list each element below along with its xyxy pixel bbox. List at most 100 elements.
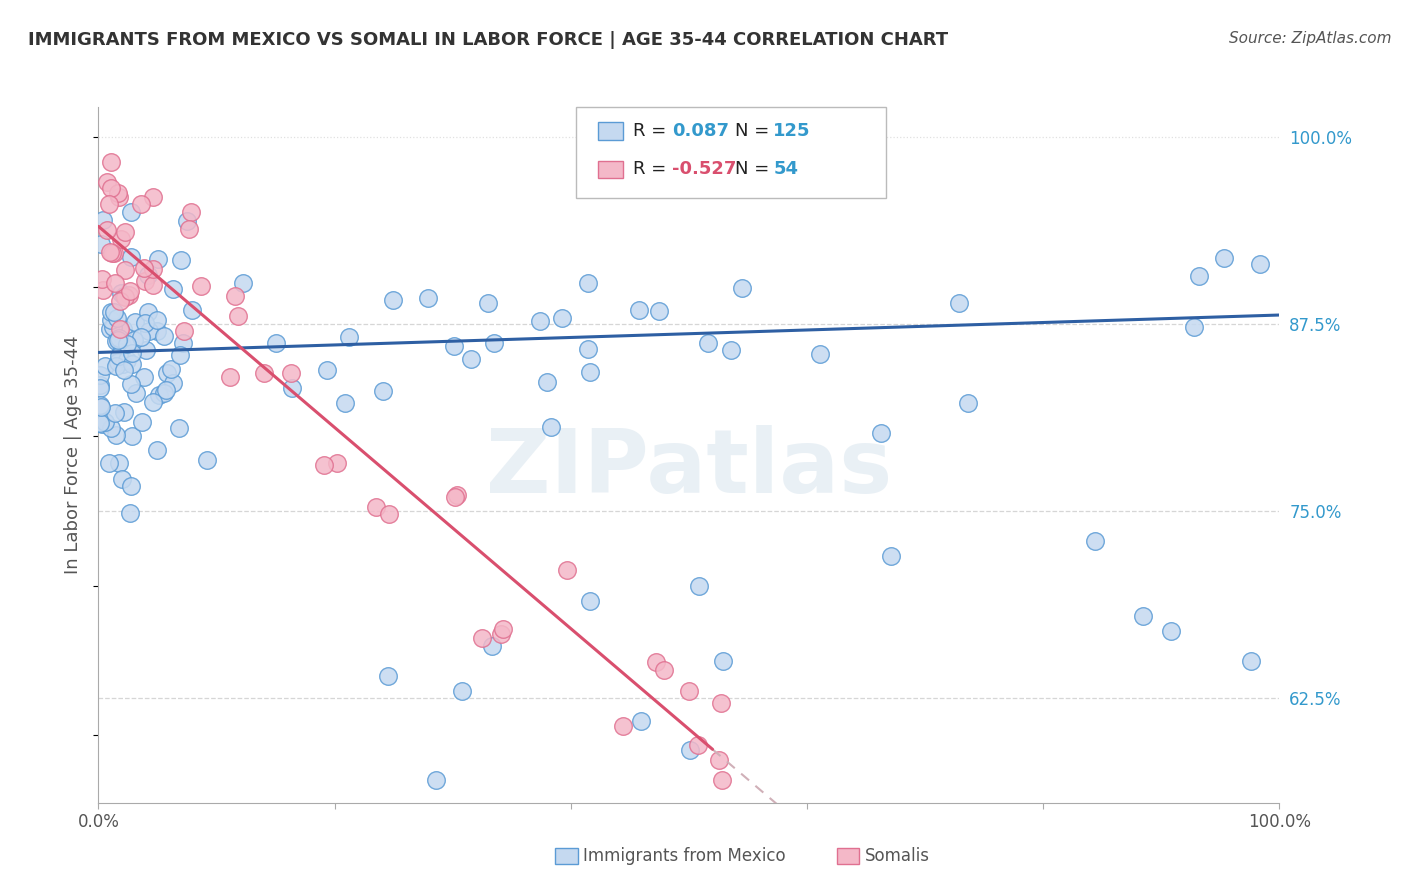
Point	[190, 278, 212, 293]
Point	[1213, 251, 1236, 265]
Point	[172, 336, 194, 351]
Point	[492, 622, 515, 636]
Point	[679, 743, 702, 757]
Point	[578, 594, 600, 608]
Point	[115, 352, 138, 367]
Point	[146, 442, 169, 457]
Point	[731, 281, 754, 295]
Point	[124, 333, 146, 347]
Point	[93, 283, 115, 297]
Point	[477, 296, 499, 310]
Point	[120, 250, 142, 264]
Point	[96, 175, 118, 189]
Point	[1084, 533, 1107, 548]
Point	[121, 428, 143, 442]
Point	[107, 333, 129, 347]
Point	[686, 738, 709, 752]
Point	[138, 325, 160, 339]
Point	[129, 330, 152, 344]
Point	[645, 655, 668, 669]
Text: N =: N =	[735, 161, 775, 178]
Point	[337, 330, 360, 344]
Point	[89, 416, 111, 430]
Point	[134, 316, 156, 330]
Point	[107, 190, 129, 204]
Point	[444, 490, 467, 504]
Point	[173, 324, 195, 338]
Text: 125: 125	[773, 122, 811, 140]
Point	[129, 196, 152, 211]
Point	[110, 345, 132, 359]
Point	[111, 322, 134, 336]
Point	[612, 719, 634, 733]
Point	[101, 245, 124, 260]
Point	[142, 261, 165, 276]
Point	[551, 310, 574, 325]
Point	[707, 753, 730, 767]
Point	[326, 456, 349, 470]
Point	[90, 417, 112, 432]
Point	[105, 428, 128, 442]
Point	[94, 359, 117, 373]
Point	[335, 396, 357, 410]
Text: Somalis: Somalis	[865, 847, 929, 865]
Point	[120, 376, 142, 391]
Point	[100, 181, 122, 195]
Point	[132, 260, 155, 275]
Point	[100, 312, 122, 326]
Point	[136, 268, 159, 283]
Point	[176, 214, 198, 228]
Point	[180, 204, 202, 219]
Point	[578, 366, 600, 380]
Text: Source: ZipAtlas.com: Source: ZipAtlas.com	[1229, 31, 1392, 46]
Point	[378, 507, 401, 521]
Point	[89, 398, 111, 412]
Point	[418, 291, 440, 305]
Point	[167, 421, 190, 435]
Point	[576, 276, 599, 290]
Point	[94, 415, 117, 429]
Point	[121, 357, 143, 371]
Point	[134, 274, 156, 288]
Point	[648, 303, 671, 318]
Point	[425, 773, 447, 788]
Point	[529, 314, 551, 328]
Point	[148, 387, 170, 401]
Point	[557, 563, 579, 577]
Point	[100, 155, 122, 169]
Point	[96, 222, 118, 236]
Point	[948, 296, 970, 310]
Point	[104, 276, 127, 290]
Point	[711, 773, 734, 788]
Point	[110, 231, 132, 245]
Point	[195, 452, 218, 467]
Point	[111, 357, 134, 371]
Point	[1188, 269, 1211, 284]
Point	[450, 683, 472, 698]
Point	[652, 663, 675, 677]
Point	[142, 395, 165, 409]
Point	[120, 205, 142, 219]
Point	[105, 310, 128, 325]
Point	[90, 237, 112, 252]
Point	[103, 245, 125, 260]
Point	[482, 336, 505, 351]
Point	[443, 339, 465, 353]
Point	[104, 334, 127, 349]
Point	[89, 377, 111, 392]
Point	[1132, 608, 1154, 623]
Point	[710, 696, 733, 710]
Point	[688, 579, 710, 593]
Point	[232, 276, 254, 290]
Point	[460, 352, 482, 367]
Point	[382, 293, 405, 308]
Point	[471, 631, 494, 645]
Point	[103, 319, 125, 334]
Point	[1240, 654, 1263, 668]
Point	[224, 288, 246, 302]
Point	[108, 322, 131, 336]
Point	[148, 252, 170, 267]
Point	[711, 654, 734, 668]
Point	[146, 312, 169, 326]
Point	[177, 222, 200, 236]
